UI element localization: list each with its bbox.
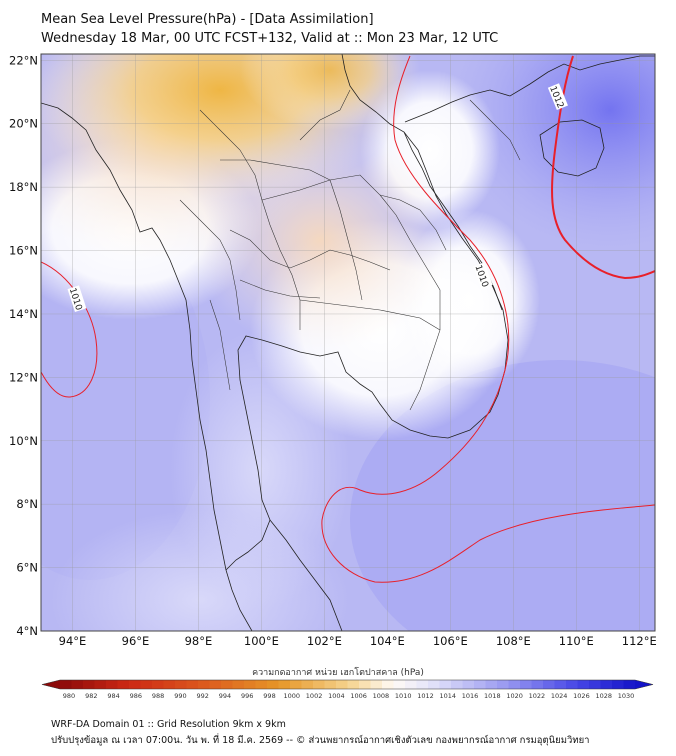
isobar-1012 [551, 55, 655, 280]
coastline-thailand-gulf [225, 54, 509, 571]
lon-tick-label: 106°E [433, 634, 468, 648]
footer-credit: ปรับปรุงข้อมูล ณ เวลา 07:00น. วัน พ. ที่… [51, 735, 590, 746]
coastline-myanmar-bay [41, 102, 227, 571]
lon-tick-label: 102°E [307, 634, 342, 648]
coastline-malay-peninsula [225, 569, 253, 631]
lat-tick-label: 22°N [9, 53, 38, 67]
map-title: Mean Sea Level Pressure(hPa) - [Data Ass… [41, 12, 374, 27]
isobar-1010-east [321, 55, 655, 583]
lat-tick-label: 14°N [9, 307, 38, 321]
lat-tick-label: 16°N [9, 244, 38, 258]
admin-borders [179, 89, 521, 411]
lat-tick-label: 12°N [9, 370, 38, 384]
lon-tick-label: 94°E [59, 634, 87, 648]
lat-tick-label: 18°N [9, 180, 38, 194]
longitude-axis: 94°E 96°E 98°E 100°E 102°E 104°E 106°E 108°E 110… [59, 634, 657, 648]
coastline-hainan [539, 119, 605, 177]
lon-tick-label: 104°E [370, 634, 405, 648]
lon-tick-label: 112°E [622, 634, 657, 648]
lon-tick-label: 108°E [496, 634, 531, 648]
footer-model-info: WRF-DA Domain 01 :: Grid Resolution 9km … [51, 719, 286, 730]
plot-frame [40, 53, 656, 632]
lat-tick-label: 6°N [16, 561, 38, 575]
latitude-axis: 4°N 6°N 8°N 10°N 12°N 14°N 16°N 18°N 20°N 22°N [9, 53, 38, 638]
coastline-malay-east [269, 519, 343, 631]
lon-tick-label: 100°E [244, 634, 279, 648]
map-subtitle: Wednesday 18 Mar, 00 UTC FCST+132, Valid… [41, 31, 499, 46]
lon-tick-label: 96°E [122, 634, 150, 648]
coastline-china-south [404, 55, 655, 123]
pressure-map: 1010 1010 1012 4°N6°N8°N10°N12°N14°N16°N… [9, 53, 657, 648]
lat-tick-label: 20°N [9, 117, 38, 131]
graticule [41, 54, 655, 631]
lat-tick-label: 4°N [16, 624, 38, 638]
colorbar-label: ความกดอากาศ หน่วย เฮกโตปาสคาล (hPa) [252, 668, 424, 678]
lat-tick-label: 8°N [16, 497, 38, 511]
pressure-field [41, 54, 655, 631]
lon-tick-label: 98°E [185, 634, 213, 648]
lon-tick-label: 110°E [559, 634, 594, 648]
lat-tick-label: 10°N [9, 434, 38, 448]
